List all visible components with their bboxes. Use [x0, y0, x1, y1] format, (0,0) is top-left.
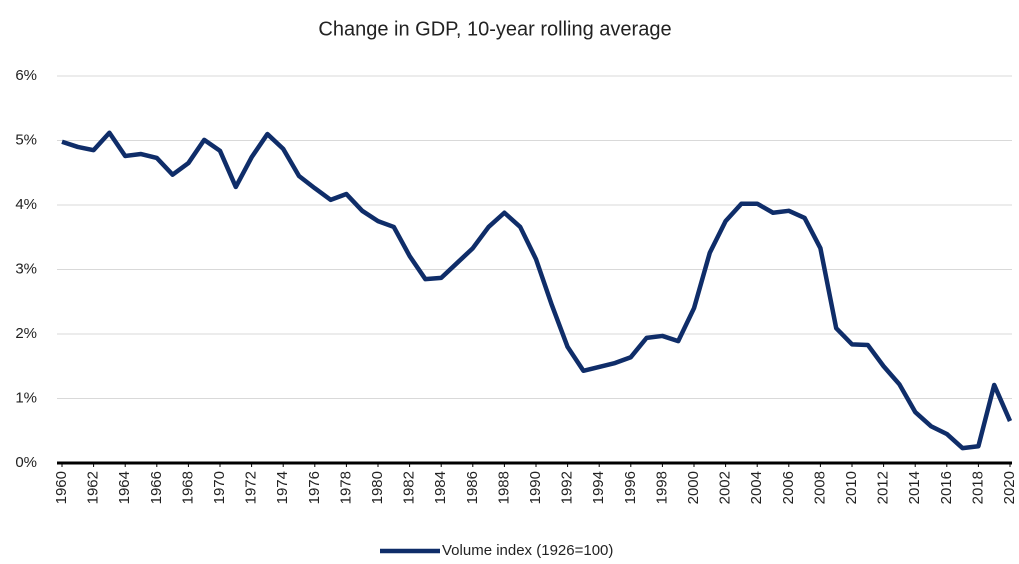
x-tick-label: 1968 [179, 471, 196, 504]
x-tick-label: 1962 [85, 471, 102, 504]
x-tick-label: 1966 [148, 471, 165, 504]
data-line [61, 130, 1013, 451]
y-tick-label: 5% [15, 131, 37, 148]
y-tick-label: 6% [15, 67, 37, 84]
x-tick-label: 1964 [116, 471, 133, 504]
x-tick-label: 1996 [622, 471, 639, 504]
y-tick-label: 0% [15, 454, 37, 471]
x-tick-label: 2002 [717, 471, 734, 504]
x-tick-label: 1980 [369, 471, 386, 504]
x-tick-label: 1974 [274, 471, 291, 504]
x-tick-label: 2012 [875, 471, 892, 504]
x-tick-label: 2018 [969, 471, 986, 504]
x-tick-label: 1984 [432, 471, 449, 504]
x-tick-label: 1992 [559, 471, 576, 504]
x-tick-label: 2004 [748, 471, 765, 504]
y-tick-label: 4% [15, 196, 37, 213]
x-tick-label: 1988 [495, 471, 512, 504]
x-tick-label: 1972 [243, 471, 260, 504]
x-tick-label: 1976 [306, 471, 323, 504]
x-tick-label: 1960 [53, 471, 70, 504]
y-tick-label: 3% [15, 260, 37, 277]
x-tick-label: 2014 [906, 471, 923, 504]
x-tick-label: 1978 [337, 471, 354, 504]
y-tick-label: 2% [15, 325, 37, 342]
x-tick-label: 2000 [685, 471, 702, 504]
x-tick-label: 2010 [843, 471, 860, 504]
x-tick-label: 2006 [780, 471, 797, 504]
x-tick-label: 1982 [401, 471, 418, 504]
x-tick-label: 1994 [590, 471, 607, 504]
chart-title: Change in GDP, 10-year rolling average [318, 18, 671, 40]
x-tick-label: 1986 [464, 471, 481, 504]
x-tick-label: 2020 [1001, 471, 1018, 504]
x-tick-label: 1998 [653, 471, 670, 504]
x-tick-label: 1970 [211, 471, 228, 504]
x-tick-label: 2016 [938, 471, 955, 504]
legend-label: Volume index (1926=100) [442, 542, 613, 559]
y-tick-label: 1% [15, 389, 37, 406]
x-tick-label: 2008 [811, 471, 828, 504]
x-tick-label: 1990 [527, 471, 544, 504]
